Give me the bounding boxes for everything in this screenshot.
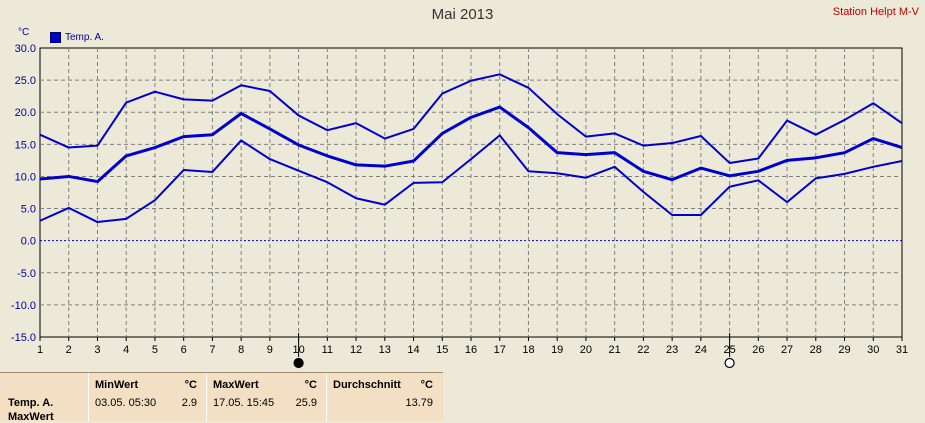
avg-unit: °C [420,379,433,391]
temperature-chart: 30.0 25.0 20.0 15.0 10.0 5.0 0.0 -5.0 -10.0 -15.0… [11,43,908,369]
x-tick-label: 13 [379,344,391,356]
x-tick-label: 8 [238,344,244,356]
series-line-avg [39,105,903,184]
x-tick-label: 2 [66,344,72,356]
min-unit: °C [184,379,197,391]
avg-header: Durchschnitt [333,379,401,391]
x-tick-label: 20 [580,344,592,356]
full-moon-icon [724,357,735,369]
series-line-min [39,134,903,224]
x-tick-label: 30 [867,344,879,356]
x-tick-label: 6 [181,344,187,356]
x-tick-label: 28 [810,344,822,356]
max-value: 25.9 [295,397,317,409]
x-tick-label: 11 [322,344,333,356]
x-tick-label: 31 [896,344,908,356]
legend: Temp. A. [50,32,104,43]
x-tick-label: 27 [781,344,793,356]
average-cell: Durchschnitt °C 13.79 [326,373,441,421]
series-lines [39,73,903,224]
x-tick-label: 26 [752,344,764,356]
x-tick-label: 7 [209,344,215,356]
max-date: 17.05. 15:45 [213,397,275,409]
grid-lines [40,48,902,337]
min-value: 2.9 [181,397,197,409]
y-tick-label: 0.0 [21,236,36,248]
x-tick-label: 29 [838,344,850,356]
avg-value: 13.79 [405,397,433,409]
chart-title: Mai 2013 [431,6,494,23]
x-tick-label: 12 [350,344,362,356]
station-name: Station Helpt M-V [832,6,919,18]
legend-swatch [50,32,61,43]
y-tick-label: 15.0 [15,139,36,151]
x-tick-label: 14 [407,344,419,356]
min-value-cell: MinWert °C 03.05. 05:30 2.9 [88,373,205,421]
series-line-max [39,73,903,164]
x-tick-label: 16 [465,344,477,356]
y-tick-label: 5.0 [21,204,36,216]
min-header: MinWert [95,379,139,391]
stats-row-label: Temp. A. [8,397,54,409]
x-tick-label: 19 [551,344,563,356]
x-tick-label: 3 [94,344,100,356]
max-value-cell: MaxWert °C 17.05. 15:45 25.9 [206,373,325,421]
statistics-panel: Temp. A. MaxWert MinWert °C 03.05. 05:30… [0,372,443,423]
stats-row-label-2: MaxWert [8,411,54,423]
y-tick-label: 10.0 [15,171,36,183]
y-tick-label: 30.0 [15,43,36,55]
y-tick-label: 20.0 [15,107,36,119]
x-tick-label: 23 [666,344,678,356]
x-tick-label: 22 [637,344,649,356]
x-tick-label: 18 [522,344,534,356]
y-axis-unit: °C [18,27,30,38]
max-header: MaxWert [213,379,259,391]
max-unit: °C [304,379,317,391]
x-tick-label: 17 [494,344,506,356]
new-moon-icon [293,357,304,369]
legend-label: Temp. A. [65,32,104,43]
y-tick-label: -15.0 [11,332,36,344]
moon-markers [293,333,735,369]
x-tick-label: 4 [123,344,129,356]
min-date: 03.05. 05:30 [95,397,157,409]
y-tick-label: -5.0 [17,268,36,280]
x-tick-label: 5 [152,344,158,356]
x-tick-label: 24 [695,344,707,356]
x-tick-label: 15 [436,344,448,356]
y-tick-label: 25.0 [15,75,36,87]
x-tick-label: 21 [609,344,621,356]
x-tick-label: 9 [267,344,273,356]
y-tick-label: -10.0 [11,300,36,312]
x-tick-label: 1 [37,344,43,356]
axes: 30.0 25.0 20.0 15.0 10.0 5.0 0.0 -5.0 -10.0 -15.0… [11,43,908,356]
